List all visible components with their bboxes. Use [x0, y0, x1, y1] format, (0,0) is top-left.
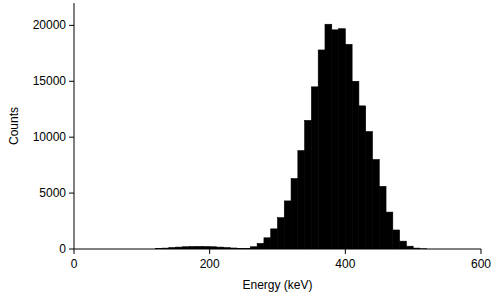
- y-tick: [69, 81, 74, 82]
- histogram-bar: [386, 212, 393, 249]
- x-tick: [481, 249, 482, 254]
- y-tick: [69, 249, 74, 250]
- histogram-bar: [311, 87, 318, 249]
- bars: [155, 24, 426, 249]
- x-tick-label: 400: [335, 257, 355, 271]
- histogram-bar: [339, 29, 346, 249]
- histogram-bar: [372, 160, 379, 249]
- histogram-bar: [291, 179, 298, 249]
- histogram-bar: [352, 81, 359, 249]
- y-tick: [69, 137, 74, 138]
- histogram-bar: [271, 229, 278, 249]
- y-axis-label: Counts: [7, 107, 21, 145]
- histogram-bar: [345, 44, 352, 249]
- y-tick-label: 10000: [33, 130, 67, 144]
- histogram-bar: [318, 50, 325, 249]
- x-axis-label: Energy (keV): [242, 278, 312, 292]
- histogram-bar: [284, 201, 291, 249]
- x-tick-label: 600: [471, 257, 491, 271]
- y-tick: [69, 193, 74, 194]
- x-tick: [209, 249, 210, 254]
- histogram-bar: [305, 120, 312, 249]
- x-axis-line: [74, 249, 481, 250]
- y-tick-label: 0: [59, 242, 66, 256]
- y-axis-line: [74, 3, 75, 249]
- histogram-bar: [298, 151, 305, 249]
- histogram-bar: [325, 24, 332, 249]
- histogram-bar: [393, 230, 400, 249]
- y-tick: [69, 25, 74, 26]
- histogram-bar: [379, 186, 386, 249]
- histogram-bar: [332, 30, 339, 249]
- axes: 0 200 400 600 0 5000 10000 15000 20000: [33, 3, 492, 271]
- y-tick-label: 20000: [33, 18, 67, 32]
- y-tick-label: 15000: [33, 74, 67, 88]
- chart: 0 200 400 600 0 5000 10000 15000 20000 Energy (ke…: [0, 0, 504, 301]
- chart-root: 0 200 400 600 0 5000 10000 15000 20000 Energy (ke…: [0, 0, 504, 301]
- x-tick: [74, 249, 75, 254]
- y-tick-label: 5000: [39, 186, 66, 200]
- background: [0, 0, 504, 301]
- x-tick-label: 0: [71, 257, 78, 271]
- x-tick: [345, 249, 346, 254]
- histogram-bar: [257, 243, 264, 249]
- histogram-bar: [278, 218, 285, 249]
- x-tick-label: 200: [200, 257, 220, 271]
- histogram-bar: [400, 241, 407, 249]
- histogram-bar: [359, 106, 366, 249]
- histogram-bar: [264, 238, 271, 249]
- histogram-bar: [366, 132, 373, 249]
